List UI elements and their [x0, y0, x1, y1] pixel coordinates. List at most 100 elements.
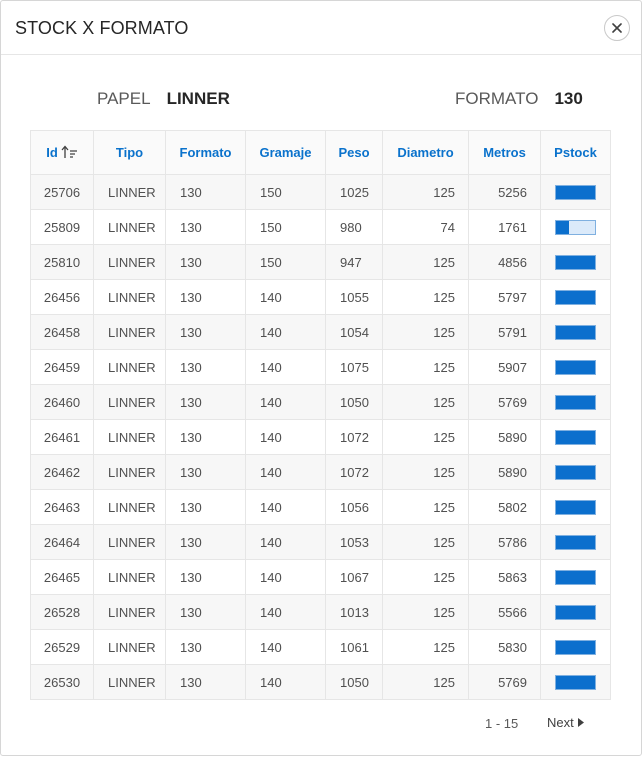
cell-pstock — [540, 384, 611, 420]
pstock-bar — [555, 430, 596, 446]
cell-pstock — [540, 664, 611, 700]
table-row[interactable]: 25810 LINNER 130 150 947 125 4856 — [30, 244, 611, 280]
cell-gramaje: 140 — [245, 664, 326, 700]
pstock-bar-fill — [556, 676, 595, 690]
next-page-button[interactable]: Next — [547, 715, 584, 730]
column-header-formato[interactable]: Formato — [165, 130, 246, 175]
table-row[interactable]: 26462 LINNER 130 140 1072 125 5890 — [30, 454, 611, 490]
cell-pstock — [540, 559, 611, 595]
cell-gramaje: 140 — [245, 489, 326, 525]
cell-gramaje: 140 — [245, 524, 326, 560]
table-row[interactable]: 26463 LINNER 130 140 1056 125 5802 — [30, 489, 611, 525]
table-row[interactable]: 26460 LINNER 130 140 1050 125 5769 — [30, 384, 611, 420]
pstock-bar — [555, 185, 596, 201]
cell-diametro: 125 — [382, 419, 469, 455]
cell-pstock — [540, 629, 611, 665]
table-header-row: Id Tipo Formato Gramaje Peso Diametro Me… — [30, 130, 611, 175]
close-button[interactable] — [604, 15, 630, 41]
cell-gramaje: 150 — [245, 174, 326, 210]
cell-diametro: 125 — [382, 664, 469, 700]
cell-tipo: LINNER — [93, 244, 166, 280]
table-row[interactable]: 26530 LINNER 130 140 1050 125 5769 — [30, 664, 611, 700]
pstock-bar — [555, 570, 596, 586]
table-row[interactable]: 25706 LINNER 130 150 1025 125 5256 — [30, 174, 611, 210]
cell-id: 26461 — [30, 419, 94, 455]
column-header-pstock[interactable]: Pstock — [540, 130, 611, 175]
pstock-bar-fill — [556, 256, 595, 270]
pstock-bar-fill — [556, 221, 569, 235]
cell-diametro: 125 — [382, 174, 469, 210]
table-row[interactable]: 26456 LINNER 130 140 1055 125 5797 — [30, 279, 611, 315]
column-header-metros[interactable]: Metros — [468, 130, 541, 175]
cell-formato: 130 — [165, 209, 246, 245]
cell-gramaje: 150 — [245, 244, 326, 280]
triangle-right-icon — [577, 718, 584, 727]
cell-pstock — [540, 349, 611, 385]
cell-gramaje: 140 — [245, 279, 326, 315]
cell-gramaje: 140 — [245, 559, 326, 595]
table-body: 25706 LINNER 130 150 1025 125 5256 25809 LINNER 1… — [30, 174, 611, 700]
papel-label: PAPEL — [97, 89, 151, 108]
column-header-tipo[interactable]: Tipo — [93, 130, 166, 175]
pstock-bar — [555, 220, 596, 236]
table-row[interactable]: 26458 LINNER 130 140 1054 125 5791 — [30, 314, 611, 350]
cell-metros: 5769 — [468, 384, 541, 420]
cell-diametro: 125 — [382, 489, 469, 525]
cell-metros: 5907 — [468, 349, 541, 385]
cell-diametro: 74 — [382, 209, 469, 245]
cell-metros: 5802 — [468, 489, 541, 525]
cell-pstock — [540, 279, 611, 315]
column-header-id[interactable]: Id — [30, 130, 94, 175]
cell-pstock — [540, 314, 611, 350]
cell-metros: 5890 — [468, 454, 541, 490]
cell-id: 26463 — [30, 489, 94, 525]
cell-diametro: 125 — [382, 629, 469, 665]
pagination-range: 1 - 15 — [485, 716, 519, 731]
cell-gramaje: 140 — [245, 454, 326, 490]
table-row[interactable]: 26529 LINNER 130 140 1061 125 5830 — [30, 629, 611, 665]
sort-ascending-icon — [61, 145, 77, 158]
cell-diametro: 125 — [382, 594, 469, 630]
cell-tipo: LINNER — [93, 174, 166, 210]
cell-id: 26528 — [30, 594, 94, 630]
cell-pstock — [540, 489, 611, 525]
table-row[interactable]: 26465 LINNER 130 140 1067 125 5863 — [30, 559, 611, 595]
cell-formato: 130 — [165, 559, 246, 595]
next-page-label: Next — [547, 715, 574, 730]
cell-formato: 130 — [165, 419, 246, 455]
cell-tipo: LINNER — [93, 454, 166, 490]
pstock-bar-fill — [556, 466, 595, 480]
cell-peso: 947 — [325, 244, 383, 280]
cell-metros: 1761 — [468, 209, 541, 245]
cell-peso: 1067 — [325, 559, 383, 595]
cell-diametro: 125 — [382, 244, 469, 280]
column-header-gramaje[interactable]: Gramaje — [245, 130, 326, 175]
cell-id: 25809 — [30, 209, 94, 245]
cell-pstock — [540, 209, 611, 245]
column-header-diametro[interactable]: Diametro — [382, 130, 469, 175]
cell-id: 25706 — [30, 174, 94, 210]
cell-formato: 130 — [165, 524, 246, 560]
cell-metros: 5863 — [468, 559, 541, 595]
dialog-title: STOCK X FORMATO — [15, 18, 189, 38]
cell-pstock — [540, 594, 611, 630]
cell-tipo: LINNER — [93, 559, 166, 595]
cell-id: 26465 — [30, 559, 94, 595]
table-row[interactable]: 26528 LINNER 130 140 1013 125 5566 — [30, 594, 611, 630]
cell-gramaje: 140 — [245, 349, 326, 385]
column-header-peso[interactable]: Peso — [325, 130, 383, 175]
cell-id: 26456 — [30, 279, 94, 315]
table-row[interactable]: 26464 LINNER 130 140 1053 125 5786 — [30, 524, 611, 560]
cell-diametro: 125 — [382, 349, 469, 385]
pstock-bar-fill — [556, 606, 595, 620]
table-row[interactable]: 26461 LINNER 130 140 1072 125 5890 — [30, 419, 611, 455]
cell-peso: 1025 — [325, 174, 383, 210]
table-row[interactable]: 25809 LINNER 130 150 980 74 1761 — [30, 209, 611, 245]
column-header-label: Id — [46, 145, 58, 160]
cell-formato: 130 — [165, 174, 246, 210]
cell-id: 26460 — [30, 384, 94, 420]
cell-id: 26459 — [30, 349, 94, 385]
table-row[interactable]: 26459 LINNER 130 140 1075 125 5907 — [30, 349, 611, 385]
formato-label: FORMATO — [455, 89, 539, 108]
cell-peso: 1072 — [325, 454, 383, 490]
